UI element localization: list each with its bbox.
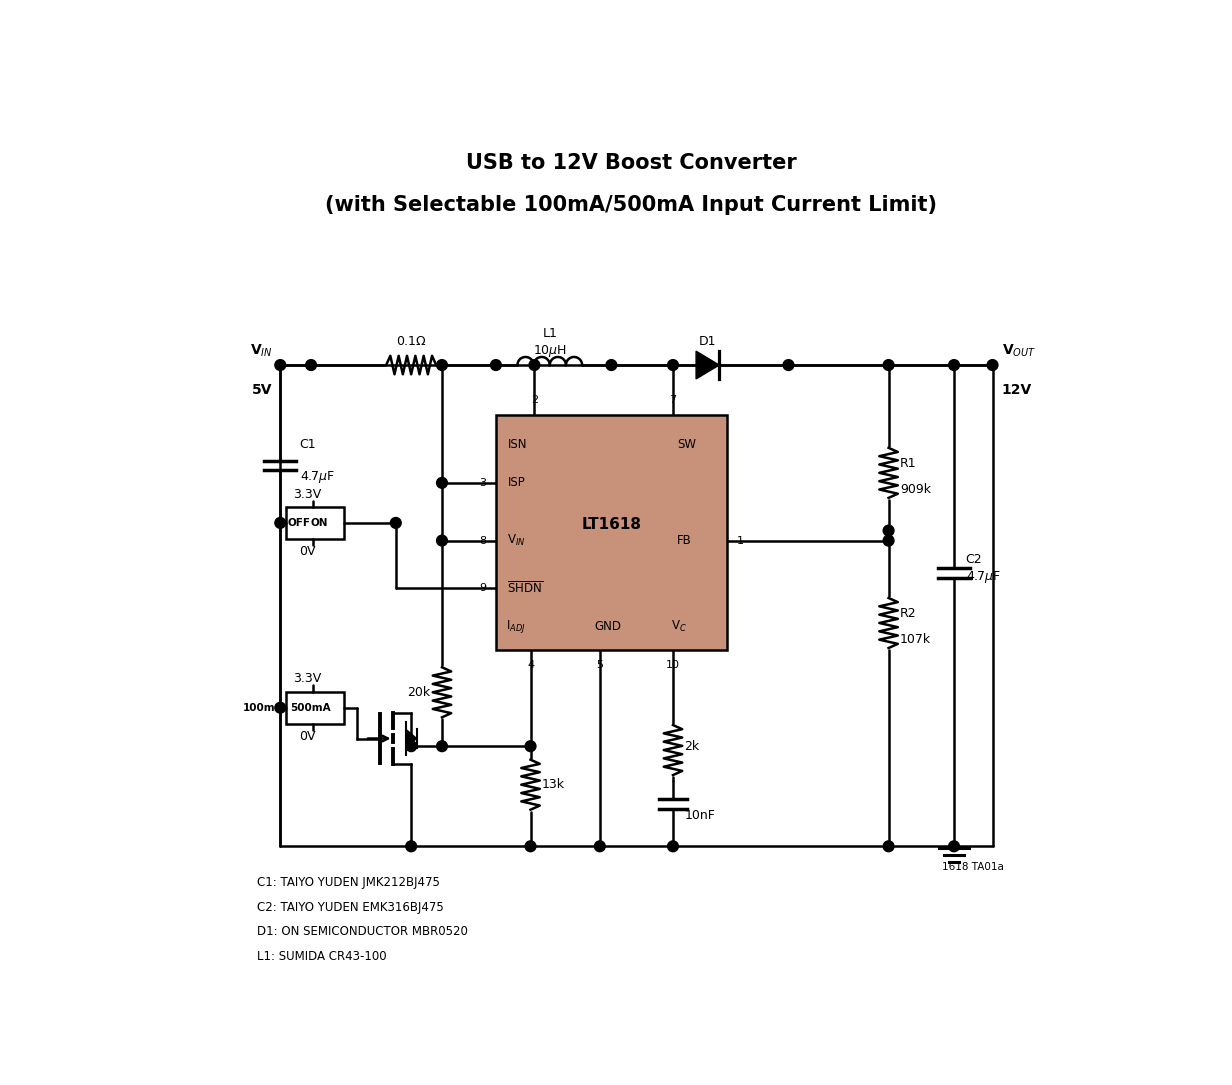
Circle shape — [668, 841, 679, 852]
Text: 20k: 20k — [408, 686, 430, 699]
Text: 4: 4 — [527, 660, 535, 669]
Circle shape — [275, 359, 286, 370]
Text: 2k: 2k — [685, 740, 700, 753]
Text: ISP: ISP — [508, 476, 525, 489]
Text: 1618 TA01a: 1618 TA01a — [942, 861, 1004, 871]
Text: 10: 10 — [667, 660, 680, 669]
Circle shape — [529, 359, 540, 370]
Text: 909k: 909k — [901, 483, 931, 496]
Text: ISN: ISN — [508, 438, 527, 451]
Circle shape — [525, 841, 536, 852]
Polygon shape — [405, 729, 416, 748]
Text: 10nF: 10nF — [685, 809, 716, 822]
Circle shape — [436, 741, 447, 752]
Text: USB to 12V Boost Converter: USB to 12V Boost Converter — [466, 153, 797, 174]
Circle shape — [275, 702, 286, 713]
Text: V$_{IN}$: V$_{IN}$ — [508, 533, 526, 548]
Text: C1: C1 — [299, 438, 317, 451]
Text: 107k: 107k — [901, 634, 931, 647]
Text: 8: 8 — [479, 536, 487, 546]
Text: V$_C$: V$_C$ — [671, 620, 687, 635]
Circle shape — [275, 518, 286, 528]
Circle shape — [883, 535, 894, 546]
Circle shape — [525, 741, 536, 752]
Text: SW: SW — [676, 438, 696, 451]
Circle shape — [436, 359, 447, 370]
Text: 500mA: 500mA — [290, 703, 330, 713]
Circle shape — [606, 359, 617, 370]
Circle shape — [405, 841, 416, 852]
Bar — [286, 691, 344, 724]
Circle shape — [784, 359, 793, 370]
Polygon shape — [696, 352, 719, 379]
Text: C1: TAIYO YUDEN JMK212BJ475: C1: TAIYO YUDEN JMK212BJ475 — [257, 876, 440, 889]
Text: R2: R2 — [901, 608, 917, 621]
Text: 0V: 0V — [299, 730, 315, 743]
Text: 0V: 0V — [299, 546, 315, 558]
Text: D1: ON SEMICONDUCTOR MBR0520: D1: ON SEMICONDUCTOR MBR0520 — [257, 926, 468, 939]
Text: LT1618: LT1618 — [582, 518, 642, 533]
Circle shape — [949, 359, 960, 370]
Circle shape — [436, 477, 447, 488]
Text: 4.7$\mu$F: 4.7$\mu$F — [966, 569, 1000, 585]
Circle shape — [405, 741, 416, 752]
Text: L1: SUMIDA CR43-100: L1: SUMIDA CR43-100 — [257, 949, 387, 962]
Text: 0.1$\Omega$: 0.1$\Omega$ — [395, 335, 426, 348]
Text: 3.3V: 3.3V — [293, 673, 322, 686]
Circle shape — [949, 841, 960, 852]
Text: OFF: OFF — [287, 518, 310, 528]
Text: 4.7$\mu$F: 4.7$\mu$F — [299, 469, 335, 485]
Text: 13k: 13k — [542, 778, 565, 791]
Circle shape — [594, 841, 605, 852]
Circle shape — [987, 359, 998, 370]
Text: 100mA: 100mA — [243, 703, 283, 713]
Text: 2: 2 — [531, 395, 538, 405]
Circle shape — [306, 359, 317, 370]
Circle shape — [490, 359, 501, 370]
Bar — [286, 507, 344, 539]
Text: 9: 9 — [479, 584, 487, 593]
Text: V$_{OUT}$: V$_{OUT}$ — [1002, 343, 1036, 359]
Text: 7: 7 — [669, 395, 676, 405]
Text: D1: D1 — [699, 335, 716, 348]
Text: 10$\mu$H: 10$\mu$H — [532, 343, 567, 359]
Text: ON: ON — [310, 518, 328, 528]
Text: I$_{ADJ}$: I$_{ADJ}$ — [506, 618, 526, 636]
Text: 5V: 5V — [253, 383, 272, 397]
Circle shape — [668, 359, 679, 370]
Text: 3.3V: 3.3V — [293, 487, 322, 500]
Text: V$_{IN}$: V$_{IN}$ — [250, 343, 272, 359]
Circle shape — [391, 518, 402, 528]
Circle shape — [883, 841, 894, 852]
Text: (with Selectable 100mA/500mA Input Current Limit): (with Selectable 100mA/500mA Input Curre… — [325, 195, 938, 215]
Text: 5: 5 — [596, 660, 604, 669]
Text: L1: L1 — [542, 328, 557, 341]
Text: C2: TAIYO YUDEN EMK316BJ475: C2: TAIYO YUDEN EMK316BJ475 — [257, 901, 444, 914]
Text: R1: R1 — [901, 457, 917, 470]
Text: C2: C2 — [966, 552, 982, 565]
Text: 1: 1 — [737, 536, 744, 546]
Text: FB: FB — [676, 534, 691, 547]
Bar — [495, 416, 727, 650]
Circle shape — [883, 359, 894, 370]
Text: 3: 3 — [479, 477, 487, 488]
Text: 12V: 12V — [1002, 383, 1032, 397]
Circle shape — [883, 525, 894, 536]
Text: $\overline{\mathrm{SHDN}}$: $\overline{\mathrm{SHDN}}$ — [508, 580, 543, 596]
Text: GND: GND — [594, 621, 621, 634]
Circle shape — [436, 535, 447, 546]
